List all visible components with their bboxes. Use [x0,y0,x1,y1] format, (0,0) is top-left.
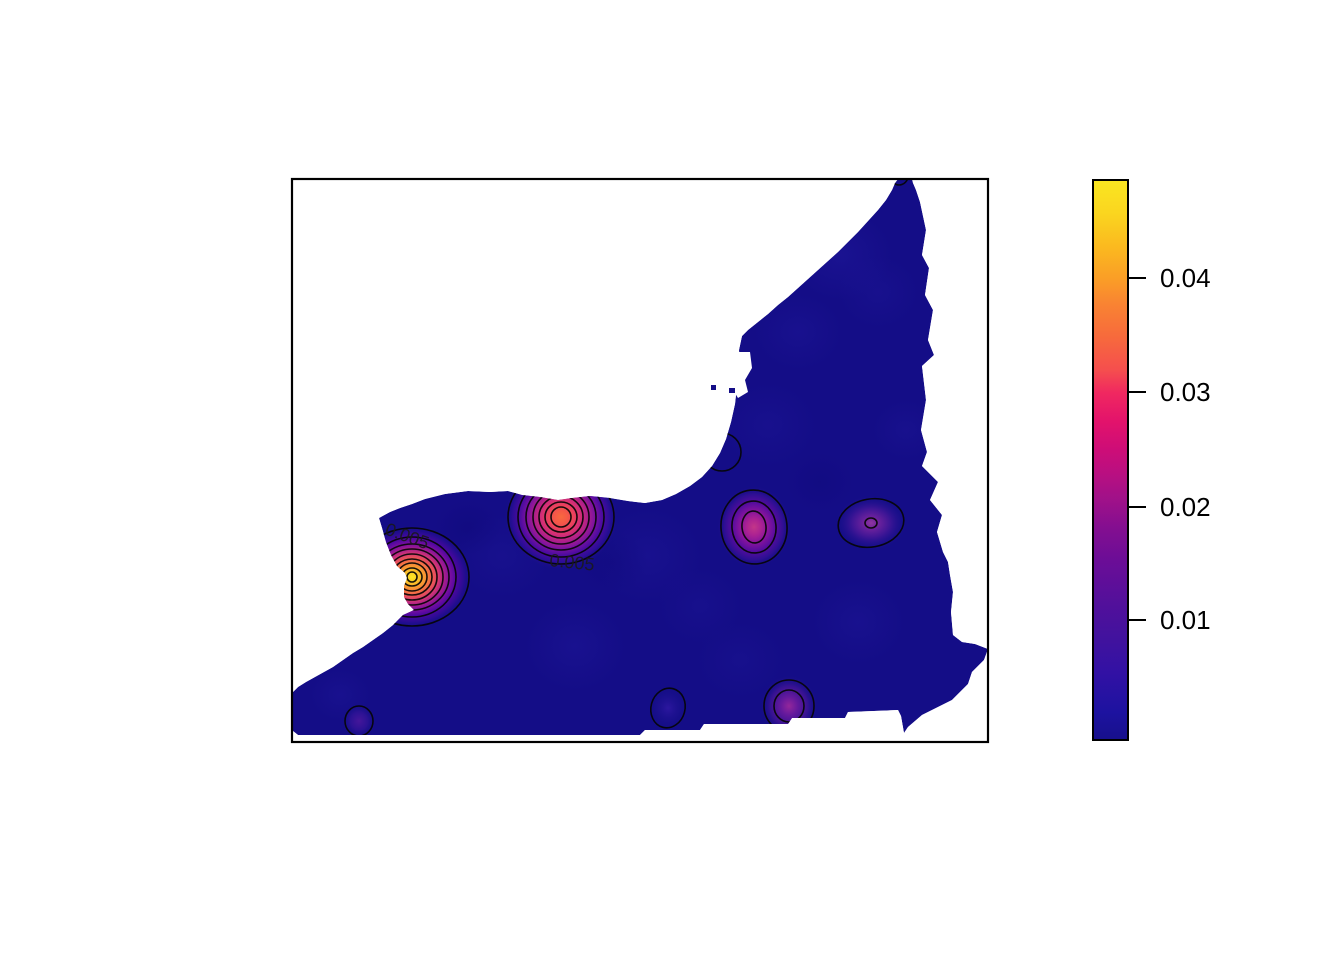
island-pixel [711,385,716,390]
hotspot-south-low [647,685,689,731]
plot-frame [290,177,990,744]
hotspot-east-central [836,496,906,550]
lake-notch [714,352,752,398]
density-texture [310,210,940,721]
colorbar-tick-label: 0.01 [1160,605,1211,635]
colorbar: 0.04 0.03 0.02 0.01 [1092,179,1211,741]
island-pixel [729,388,735,393]
colorbar-gradient [1092,179,1129,741]
colorbar-tick-label: 0.02 [1160,492,1211,522]
colorbar-tick-label: 0.03 [1160,377,1211,407]
colorbar-ticks [1128,277,1146,621]
state-map: 0.005 0.005 [293,179,988,735]
hotspot-south-west [342,703,376,735]
contour-label-north-west: 0.005 [549,550,596,575]
colorbar-tick-label: 0.04 [1160,263,1211,293]
hotspot-central [717,486,791,568]
